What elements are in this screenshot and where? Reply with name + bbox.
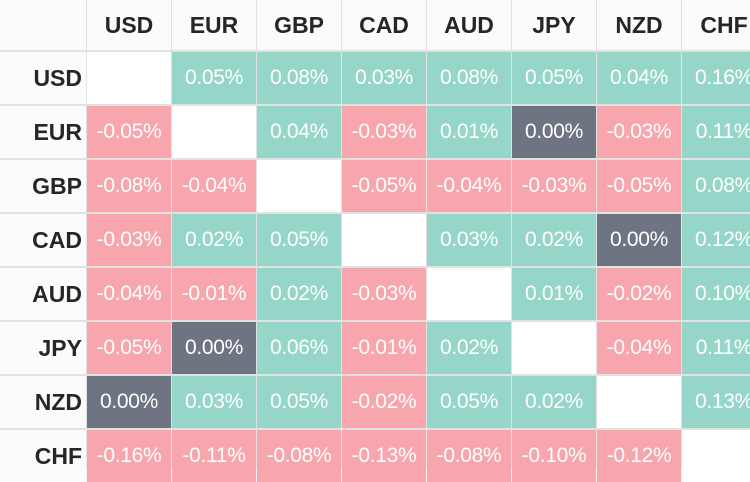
heatmap-cell-chf-chf <box>682 430 750 482</box>
heatmap-cell-chf-nzd: -0.12% <box>597 430 681 482</box>
heatmap-cell-gbp-chf: 0.08% <box>682 160 750 212</box>
heatmap-cell-cad-usd: -0.03% <box>87 214 171 266</box>
heatmap-cell-aud-nzd: -0.02% <box>597 268 681 320</box>
heatmap-cell-chf-usd: -0.16% <box>87 430 171 482</box>
column-header-jpy: JPY <box>512 0 596 50</box>
heatmap-cell-usd-nzd: 0.04% <box>597 52 681 104</box>
heatmap-cell-jpy-cad: -0.01% <box>342 322 426 374</box>
column-header-usd: USD <box>87 0 171 50</box>
column-header-aud: AUD <box>427 0 511 50</box>
heatmap-cell-usd-cad: 0.03% <box>342 52 426 104</box>
heatmap-cell-cad-jpy: 0.02% <box>512 214 596 266</box>
column-header-chf: CHF <box>682 0 750 50</box>
heatmap-cell-usd-usd <box>87 52 171 104</box>
heatmap-cell-cad-eur: 0.02% <box>172 214 256 266</box>
heatmap-cell-cad-aud: 0.03% <box>427 214 511 266</box>
column-header-gbp: GBP <box>257 0 341 50</box>
column-header-eur: EUR <box>172 0 256 50</box>
heatmap-cell-cad-chf: 0.12% <box>682 214 750 266</box>
heatmap-cell-nzd-usd: 0.00% <box>87 376 171 428</box>
heatmap-cell-chf-gbp: -0.08% <box>257 430 341 482</box>
heatmap-cell-nzd-cad: -0.02% <box>342 376 426 428</box>
heatmap-cell-jpy-usd: -0.05% <box>87 322 171 374</box>
heatmap-cell-chf-jpy: -0.10% <box>512 430 596 482</box>
heatmap-cell-usd-gbp: 0.08% <box>257 52 341 104</box>
heatmap-cell-chf-eur: -0.11% <box>172 430 256 482</box>
heatmap-cell-nzd-eur: 0.03% <box>172 376 256 428</box>
heatmap-cell-eur-nzd: -0.03% <box>597 106 681 158</box>
row-header-cad: CAD <box>0 214 86 266</box>
heatmap-cell-jpy-gbp: 0.06% <box>257 322 341 374</box>
heatmap-cell-usd-aud: 0.08% <box>427 52 511 104</box>
heatmap-cell-jpy-nzd: -0.04% <box>597 322 681 374</box>
row-header-aud: AUD <box>0 268 86 320</box>
heatmap-cell-usd-jpy: 0.05% <box>512 52 596 104</box>
heatmap-cell-usd-chf: 0.16% <box>682 52 750 104</box>
column-header-cad: CAD <box>342 0 426 50</box>
row-header-eur: EUR <box>0 106 86 158</box>
heatmap-cell-eur-gbp: 0.04% <box>257 106 341 158</box>
heatmap-cell-eur-eur <box>172 106 256 158</box>
heatmap-cell-nzd-aud: 0.05% <box>427 376 511 428</box>
row-header-chf: CHF <box>0 430 86 482</box>
row-header-gbp: GBP <box>0 160 86 212</box>
heatmap-cell-gbp-usd: -0.08% <box>87 160 171 212</box>
heatmap-cell-cad-cad <box>342 214 426 266</box>
heatmap-cell-gbp-gbp <box>257 160 341 212</box>
row-header-jpy: JPY <box>0 322 86 374</box>
heatmap-cell-eur-jpy: 0.00% <box>512 106 596 158</box>
row-header-usd: USD <box>0 52 86 104</box>
heatmap-cell-gbp-eur: -0.04% <box>172 160 256 212</box>
heatmap-cell-gbp-cad: -0.05% <box>342 160 426 212</box>
heatmap-cell-aud-chf: 0.10% <box>682 268 750 320</box>
heatmap-cell-gbp-jpy: -0.03% <box>512 160 596 212</box>
heatmap-cell-jpy-chf: 0.11% <box>682 322 750 374</box>
heatmap-cell-gbp-nzd: -0.05% <box>597 160 681 212</box>
heatmap-cell-nzd-chf: 0.13% <box>682 376 750 428</box>
heatmap-cell-nzd-nzd <box>597 376 681 428</box>
heatmap-cell-aud-jpy: 0.01% <box>512 268 596 320</box>
heatmap-cell-aud-usd: -0.04% <box>87 268 171 320</box>
heatmap-cell-cad-nzd: 0.00% <box>597 214 681 266</box>
heatmap-cell-jpy-aud: 0.02% <box>427 322 511 374</box>
heatmap-cell-chf-cad: -0.13% <box>342 430 426 482</box>
heatmap-cell-nzd-jpy: 0.02% <box>512 376 596 428</box>
heatmap-cell-aud-cad: -0.03% <box>342 268 426 320</box>
heatmap-cell-nzd-gbp: 0.05% <box>257 376 341 428</box>
heatmap-cell-eur-usd: -0.05% <box>87 106 171 158</box>
heatmap-cell-jpy-eur: 0.00% <box>172 322 256 374</box>
heatmap-cell-jpy-jpy <box>512 322 596 374</box>
heatmap-cell-usd-eur: 0.05% <box>172 52 256 104</box>
heatmap-cell-cad-gbp: 0.05% <box>257 214 341 266</box>
heatmap-cell-eur-aud: 0.01% <box>427 106 511 158</box>
column-header-nzd: NZD <box>597 0 681 50</box>
row-header-nzd: NZD <box>0 376 86 428</box>
table-corner <box>0 0 86 50</box>
heatmap-cell-eur-cad: -0.03% <box>342 106 426 158</box>
heatmap-cell-gbp-aud: -0.04% <box>427 160 511 212</box>
heatmap-cell-aud-eur: -0.01% <box>172 268 256 320</box>
heatmap-cell-aud-aud <box>427 268 511 320</box>
heatmap-cell-aud-gbp: 0.02% <box>257 268 341 320</box>
heatmap-cell-eur-chf: 0.11% <box>682 106 750 158</box>
heatmap-cell-chf-aud: -0.08% <box>427 430 511 482</box>
